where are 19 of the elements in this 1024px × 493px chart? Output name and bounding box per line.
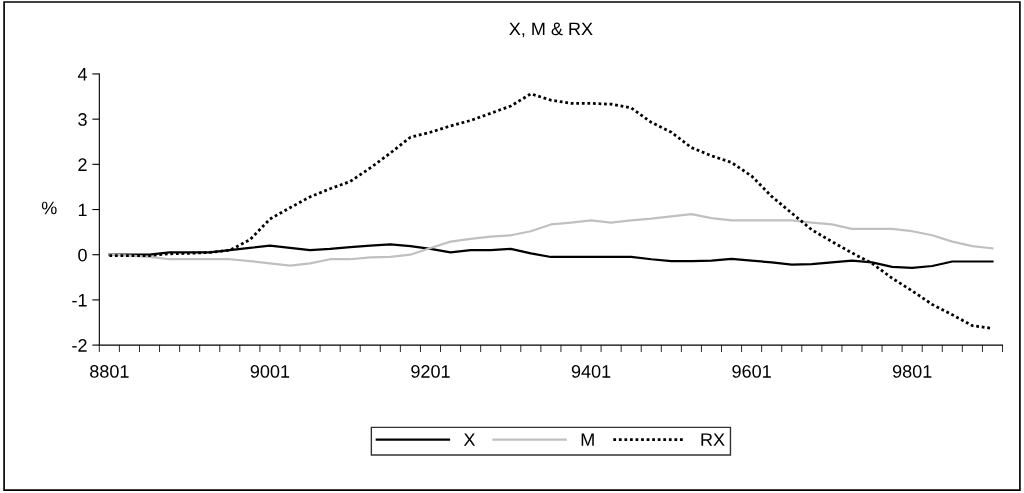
y-tick-label: -1 — [72, 294, 87, 307]
y-axis-title: % — [41, 201, 57, 215]
legend-label: M — [581, 433, 594, 446]
y-tick-label: 0 — [78, 248, 87, 262]
y-tick-label: 4 — [77, 68, 87, 81]
y-tick-label: -2 — [72, 339, 87, 352]
x-tick-label: 9401 — [571, 365, 611, 378]
line-series — [108, 212, 994, 267]
y-tick-label: 2 — [78, 158, 87, 171]
x-tick-label: 9001 — [250, 365, 290, 378]
legend-label: RX — [701, 433, 725, 446]
y-tick-label: 1 — [78, 203, 87, 217]
chart-title: X, M & RX — [509, 22, 593, 38]
x-tick-label: 9601 — [732, 365, 771, 378]
x-tick-label: 9201 — [411, 365, 450, 378]
y-tick-label: 3 — [78, 113, 87, 126]
x-tick-label: 8801 — [90, 365, 129, 378]
legend-label: X — [463, 433, 476, 446]
x-tick-label: 9801 — [892, 365, 932, 378]
